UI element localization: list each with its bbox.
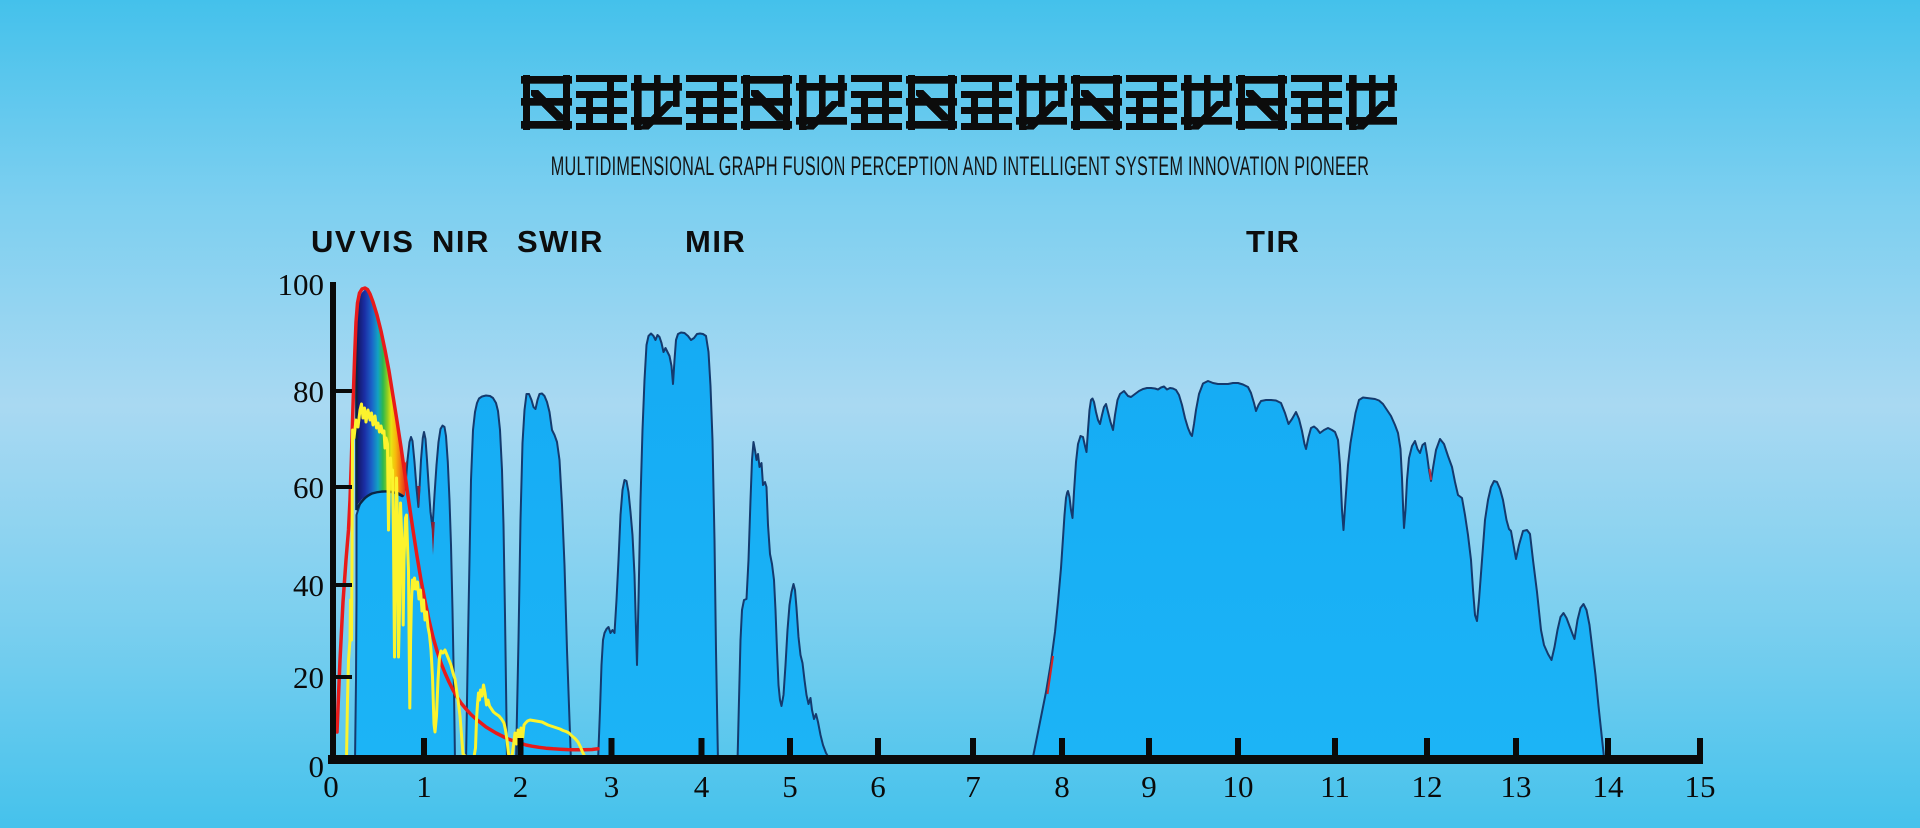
svg-text:0: 0: [323, 769, 339, 804]
svg-text:100: 100: [278, 267, 325, 302]
svg-text:8: 8: [1054, 769, 1070, 804]
svg-text:7: 7: [965, 769, 981, 804]
svg-text:14: 14: [1593, 769, 1625, 804]
svg-text:2: 2: [513, 769, 529, 804]
svg-text:1: 1: [416, 769, 432, 804]
svg-text:20: 20: [293, 660, 324, 695]
svg-text:5: 5: [782, 769, 798, 804]
svg-text:11: 11: [1320, 769, 1350, 804]
svg-text:12: 12: [1412, 769, 1443, 804]
svg-text:80: 80: [293, 374, 324, 409]
svg-text:6: 6: [870, 769, 886, 804]
svg-text:15: 15: [1685, 769, 1716, 804]
svg-text:0: 0: [309, 749, 325, 784]
svg-text:60: 60: [293, 470, 324, 505]
svg-text:4: 4: [694, 769, 710, 804]
svg-text:10: 10: [1223, 769, 1254, 804]
svg-text:40: 40: [293, 568, 324, 603]
svg-text:3: 3: [604, 769, 620, 804]
svg-text:9: 9: [1141, 769, 1157, 804]
svg-text:13: 13: [1501, 769, 1532, 804]
